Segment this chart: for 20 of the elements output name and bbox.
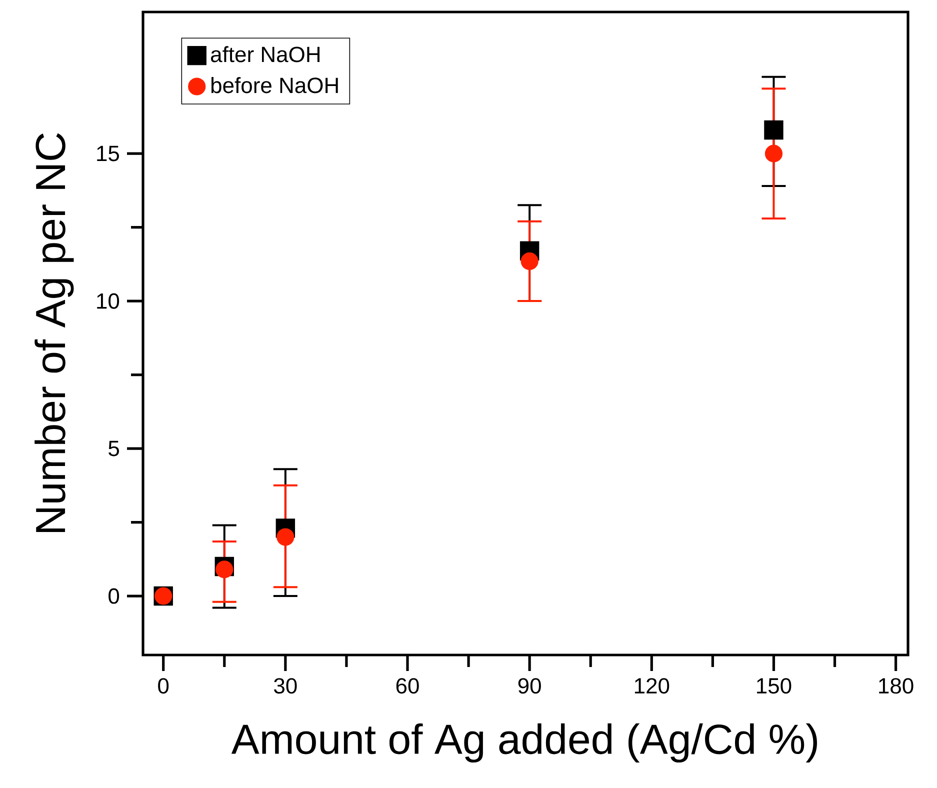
y-axis-title: Number of Ag per NC <box>34 133 74 532</box>
point <box>216 560 234 578</box>
x-tick-label: 0 <box>158 678 169 694</box>
y-tick-label: 15 <box>97 146 119 162</box>
legend-label: before NaOH <box>211 77 338 94</box>
y-tick-label: 10 <box>97 293 120 309</box>
legend-label: after NaOH <box>210 46 320 62</box>
point <box>764 144 783 162</box>
y-tick-label: 0 <box>108 588 120 604</box>
x-tick-label: 30 <box>274 678 297 694</box>
point <box>520 252 538 270</box>
point <box>276 528 294 546</box>
y-tick-label: 5 <box>108 440 119 456</box>
x-tick-label: 180 <box>879 678 914 694</box>
x-axis-title: Amount of Ag added (Ag/Cd %) <box>231 723 817 763</box>
x-tick-label: 90 <box>518 678 541 694</box>
point <box>764 120 784 140</box>
x-tick-label: 60 <box>396 678 419 694</box>
x-tick-label: 150 <box>757 678 792 694</box>
x-tick-label: 120 <box>634 678 670 694</box>
